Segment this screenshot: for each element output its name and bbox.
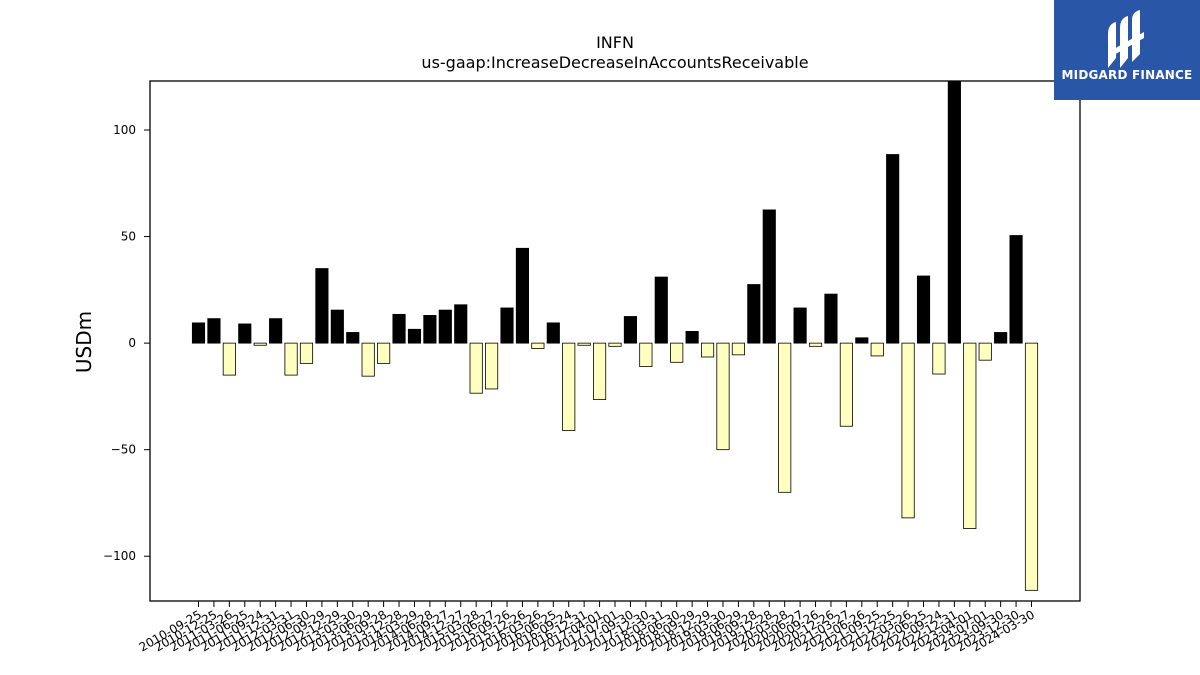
- bar: [500, 307, 514, 344]
- bar: [886, 154, 900, 344]
- bar: [330, 309, 344, 344]
- bar: [546, 322, 560, 344]
- bar: [716, 342, 730, 451]
- bars-group: [191, 80, 1039, 591]
- y-axis-label: USDm: [72, 311, 96, 373]
- bar: [1009, 235, 1023, 344]
- bar: [469, 342, 483, 394]
- chart-subtitle: us-gaap:IncreaseDecreaseInAccountsReceiv…: [421, 53, 808, 72]
- bar: [778, 342, 792, 493]
- bar: [454, 304, 468, 344]
- brand-name: MIDGARD FINANCE: [1061, 68, 1193, 82]
- bar: [839, 342, 853, 427]
- y-tick-label: 100: [113, 123, 136, 137]
- bar: [932, 342, 946, 375]
- bar: [963, 342, 977, 529]
- bar: [793, 307, 807, 344]
- bar: [762, 209, 776, 344]
- bar: [269, 318, 283, 344]
- bar: [438, 309, 452, 344]
- y-tick-label: −100: [103, 549, 136, 563]
- bar: [515, 247, 530, 344]
- bar: [670, 342, 684, 363]
- y-axis-ticks: −100 −50 0 50 100: [103, 123, 150, 563]
- bar: [901, 342, 915, 519]
- bar: [593, 342, 607, 401]
- bar: [485, 342, 499, 390]
- bar: [623, 316, 638, 344]
- chart-title: INFN: [596, 33, 634, 52]
- bar: [299, 342, 314, 364]
- bar: [315, 268, 329, 344]
- bar: [654, 276, 668, 344]
- bar: [870, 342, 884, 357]
- bar: [346, 332, 360, 344]
- bar: [577, 342, 591, 346]
- bar: [978, 342, 992, 361]
- bar: [747, 284, 761, 344]
- bar: [562, 342, 576, 431]
- bar: [423, 315, 437, 344]
- bar: [531, 342, 545, 349]
- bar: [685, 331, 699, 344]
- bar: [222, 342, 236, 376]
- bar: [916, 275, 931, 344]
- x-axis-ticks: 2010-09-252010-12-252011-03-262011-06-25…: [137, 601, 1037, 654]
- bar: [377, 342, 391, 364]
- bar: [361, 342, 375, 377]
- y-tick-label: −50: [111, 443, 136, 457]
- bar: [947, 80, 961, 344]
- bar: [700, 342, 715, 358]
- bar: [994, 332, 1008, 344]
- bar: [392, 313, 406, 344]
- bar: [855, 337, 869, 344]
- y-tick-label: 50: [121, 230, 136, 244]
- bar: [731, 342, 745, 356]
- bar: [639, 342, 653, 367]
- plot-area-frame: [149, 80, 1081, 602]
- bar: [191, 322, 206, 344]
- bar: [1024, 342, 1039, 591]
- bar: [238, 323, 252, 344]
- midgard-logo-icon: [1108, 10, 1144, 68]
- bar: [253, 342, 267, 346]
- bar: [207, 318, 221, 344]
- brand-logo: MIDGARD FINANCE: [1054, 0, 1200, 100]
- bar: [608, 342, 622, 347]
- bar: [284, 342, 298, 376]
- y-tick-label: 0: [128, 336, 136, 350]
- bar: [407, 328, 422, 344]
- bar: [824, 293, 838, 344]
- bar: [808, 342, 823, 347]
